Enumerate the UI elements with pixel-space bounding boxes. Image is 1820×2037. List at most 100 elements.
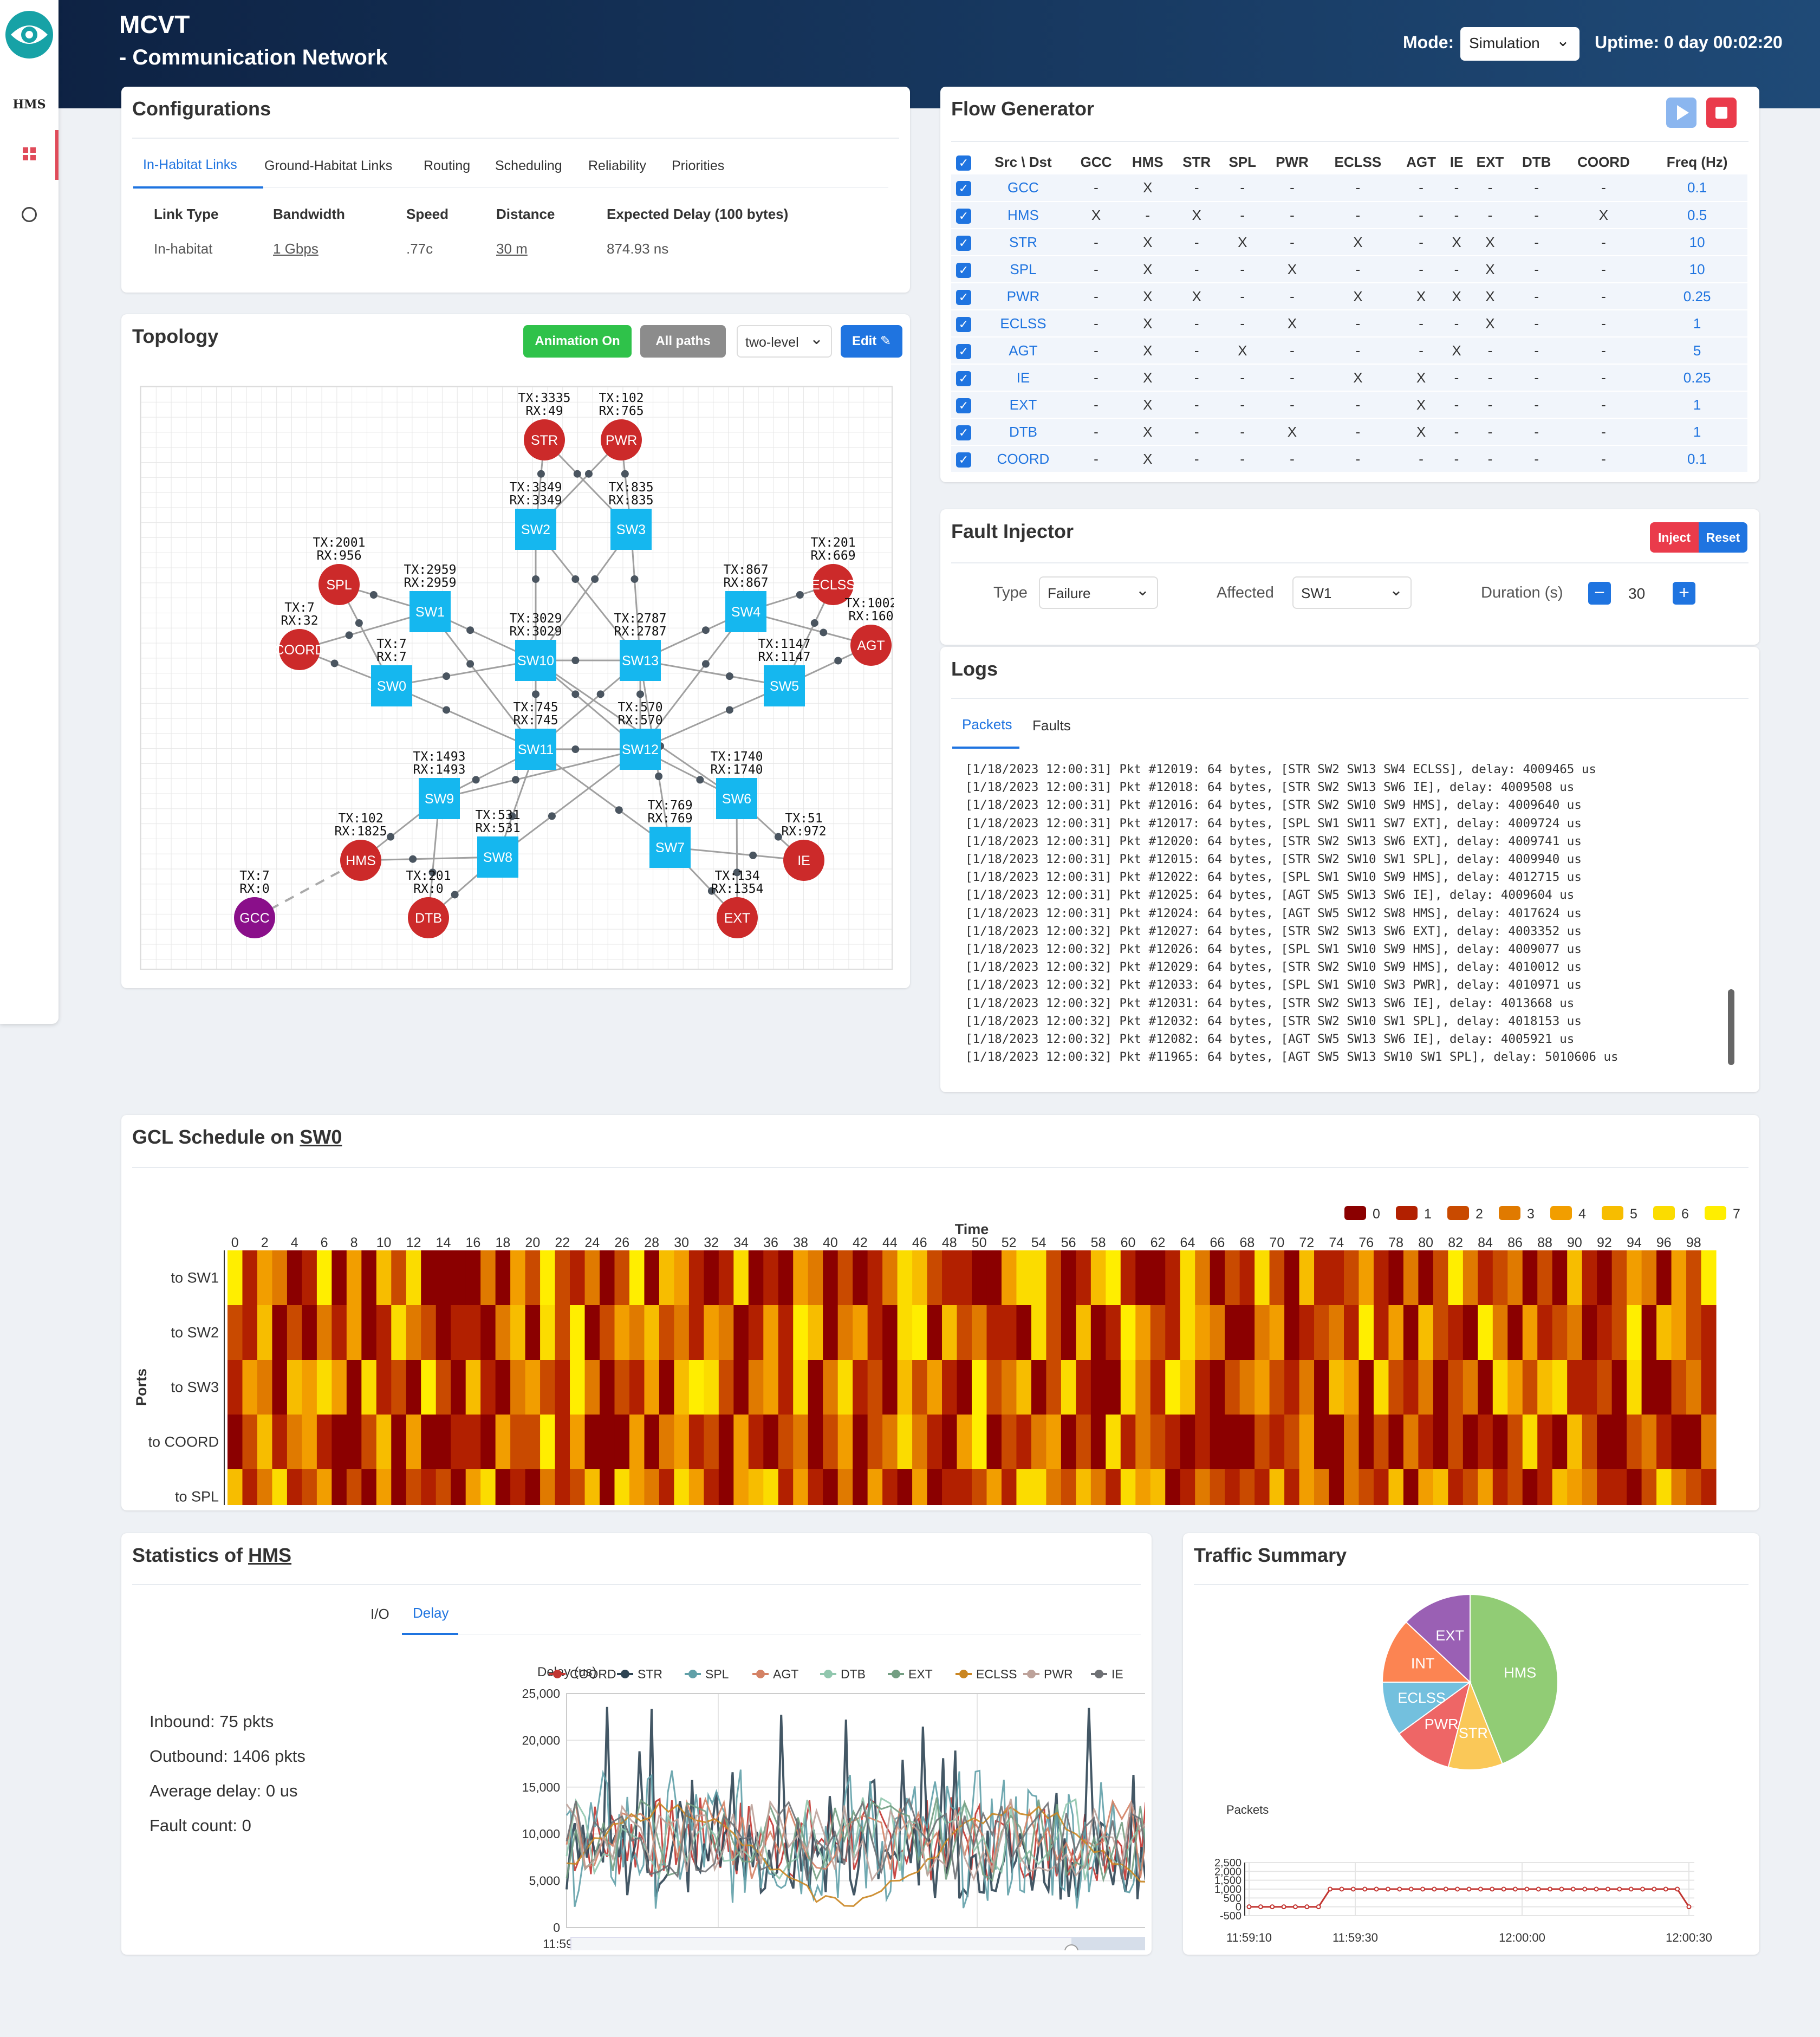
flow-cell[interactable]: - — [1173, 337, 1220, 365]
tab-delay[interactable]: Delay — [413, 1605, 449, 1621]
flow-cell[interactable]: - — [1396, 310, 1446, 338]
flow-cell[interactable]: - — [1265, 391, 1320, 419]
tab-packets[interactable]: Packets — [962, 716, 1012, 732]
legend-swatch[interactable] — [1396, 1206, 1418, 1220]
flow-cell[interactable]: X — [1445, 229, 1468, 256]
flow-cell[interactable]: 1 — [1647, 310, 1747, 338]
legend-swatch[interactable] — [1705, 1206, 1726, 1220]
flow-cell[interactable]: - — [1467, 445, 1513, 473]
duration-minus-button[interactable]: − — [1588, 582, 1611, 605]
flow-cell[interactable]: 1 — [1647, 391, 1747, 419]
flow-cell[interactable]: - — [1467, 202, 1513, 229]
zoom-slider-range[interactable] — [1071, 1937, 1145, 1950]
inject-button[interactable]: Inject — [1650, 522, 1699, 553]
flow-cell[interactable]: 0.25 — [1647, 283, 1747, 310]
zoom-handle-left[interactable] — [1064, 1944, 1078, 1950]
flow-cell[interactable]: - — [1173, 445, 1220, 473]
flow-cell[interactable]: - — [1467, 391, 1513, 419]
flow-cell[interactable]: - — [1560, 283, 1647, 310]
flow-cell[interactable]: - — [1070, 391, 1122, 419]
flow-cell[interactable]: X — [1220, 229, 1265, 256]
zoom-slider-track[interactable] — [570, 1937, 1145, 1950]
distance-link[interactable]: 30 m — [496, 241, 528, 257]
flow-cell[interactable]: X — [1122, 174, 1174, 202]
flow-cell[interactable]: - — [1265, 283, 1320, 310]
flow-cell[interactable]: - — [1512, 256, 1561, 283]
legend-swatch[interactable] — [1447, 1206, 1469, 1220]
flow-cell[interactable]: - — [1070, 174, 1122, 202]
flow-cell[interactable]: - — [1319, 337, 1397, 365]
flow-cell[interactable]: - — [1445, 256, 1468, 283]
flow-cell[interactable]: X — [1122, 445, 1174, 473]
flow-cell[interactable]: - — [1467, 337, 1513, 365]
pie-slice-int[interactable] — [1381, 1621, 1472, 1683]
flow-cell[interactable]: 0.1 — [1647, 445, 1747, 473]
flow-cell[interactable]: - — [1220, 445, 1265, 473]
flow-cell[interactable]: - — [1560, 310, 1647, 338]
flow-cell[interactable]: GCC — [976, 174, 1070, 202]
flow-cell[interactable]: X — [1265, 310, 1320, 338]
affected-select[interactable]: SW1 ⌄ — [1292, 576, 1412, 609]
flow-cell[interactable]: - — [1467, 418, 1513, 446]
flow-cell[interactable]: - — [1396, 256, 1446, 283]
flow-cell[interactable]: - — [1265, 174, 1320, 202]
tab-priorities[interactable]: Priorities — [672, 158, 725, 173]
flow-cell[interactable]: X — [1122, 391, 1174, 419]
node-coord[interactable]: COORD TX:7RX:32 — [274, 601, 325, 670]
flow-cell[interactable]: - — [1173, 310, 1220, 338]
flow-cell[interactable]: - — [1445, 391, 1468, 419]
flow-cell[interactable]: X — [1467, 229, 1513, 256]
flow-cell[interactable]: X — [1560, 202, 1647, 229]
log-scrollbar[interactable] — [1728, 989, 1734, 1065]
pie-slice-ext[interactable] — [1405, 1593, 1471, 1684]
flow-cell[interactable]: - — [1396, 337, 1446, 365]
row-checkbox[interactable]: ✓ — [956, 452, 971, 468]
select-all-checkbox[interactable]: ✓ — [956, 155, 971, 171]
flow-cell[interactable]: 0.1 — [1647, 174, 1747, 202]
flow-cell[interactable]: - — [1122, 202, 1174, 229]
flow-cell[interactable]: - — [1445, 174, 1468, 202]
pie-slice-hms[interactable] — [1470, 1593, 1558, 1764]
flow-cell[interactable]: X — [1396, 283, 1446, 310]
node-gcc[interactable]: GCC TX:7RX:0 — [234, 869, 275, 938]
legend-swatch[interactable] — [1344, 1206, 1366, 1220]
flow-cell[interactable]: X — [1445, 283, 1468, 310]
flow-cell[interactable]: - — [1396, 202, 1446, 229]
sidebar-hms-label[interactable]: HMS — [12, 98, 46, 112]
flow-cell[interactable]: - — [1560, 174, 1647, 202]
flow-cell[interactable]: - — [1173, 256, 1220, 283]
tab-ground-habitat-links[interactable]: Ground-Habitat Links — [264, 158, 393, 173]
row-checkbox[interactable]: ✓ — [956, 208, 971, 224]
pie-slice-pwr[interactable] — [1398, 1681, 1471, 1768]
flow-cell[interactable]: - — [1265, 364, 1320, 392]
flow-cell[interactable]: - — [1220, 174, 1265, 202]
flow-cell[interactable]: 10 — [1647, 256, 1747, 283]
flow-cell[interactable]: X — [1173, 202, 1220, 229]
row-checkbox[interactable]: ✓ — [956, 343, 971, 359]
pie-slice-str[interactable] — [1447, 1680, 1503, 1770]
flow-cell[interactable]: - — [1319, 418, 1397, 446]
flow-cell[interactable]: - — [1265, 337, 1320, 365]
legend-marker[interactable] — [756, 1670, 765, 1678]
flow-cell[interactable]: 0.5 — [1647, 202, 1747, 229]
flow-cell[interactable]: X — [1070, 202, 1122, 229]
delay-line-chart[interactable]: Delay (us)COORD STR SPL AGT DTB EXT ECLSS PWR IE… — [392, 1642, 1145, 1950]
flow-cell[interactable]: - — [1445, 418, 1468, 446]
legend-marker[interactable] — [1027, 1670, 1036, 1678]
flow-cell[interactable]: - — [1220, 256, 1265, 283]
mode-select[interactable]: Simulation ⌄ — [1460, 27, 1580, 61]
pie-slice-eclss[interactable] — [1381, 1682, 1472, 1735]
flow-cell[interactable]: - — [1319, 391, 1397, 419]
flow-cell[interactable]: - — [1070, 364, 1122, 392]
flow-cell[interactable]: X — [1122, 418, 1174, 446]
flow-cell[interactable]: ECLSS — [976, 310, 1070, 338]
